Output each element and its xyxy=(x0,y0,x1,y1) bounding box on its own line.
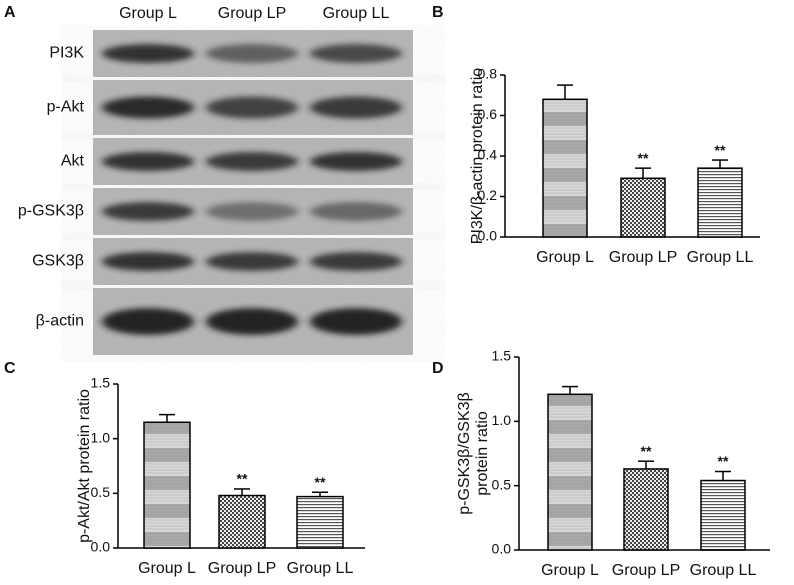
lane-label: Group LL xyxy=(323,5,390,22)
blot-band xyxy=(310,252,402,271)
x-tick-label: Group L xyxy=(536,249,594,266)
y-tick-label: 1.5 xyxy=(91,375,111,391)
y-tick-label: 0.5 xyxy=(91,484,111,500)
bar xyxy=(620,177,666,238)
y-axis-label: p-GSK3β/GSK3β xyxy=(456,392,473,514)
western-blot xyxy=(93,30,413,355)
bar xyxy=(542,98,588,238)
bar xyxy=(623,468,669,551)
blot-band xyxy=(310,96,402,119)
blot-band xyxy=(102,44,194,63)
bar xyxy=(143,421,191,549)
blot-band xyxy=(206,252,298,271)
x-tick-label: Group LL xyxy=(690,562,757,579)
x-tick-label: Group LP xyxy=(609,249,677,266)
y-tick-label: 0.0 xyxy=(478,228,498,244)
y-tick-label: 0.6 xyxy=(478,106,498,122)
panel-label: C xyxy=(4,360,16,377)
y-tick-label: 0.4 xyxy=(478,147,498,163)
blot-band xyxy=(206,96,298,119)
bar xyxy=(296,495,344,549)
significance-label: ** xyxy=(718,453,729,469)
significance-label: ** xyxy=(638,150,649,166)
row-label: p-GSK3β xyxy=(18,203,84,220)
row-label: GSK3β xyxy=(32,253,84,270)
row-label: p-Akt xyxy=(47,99,85,116)
y-tick-label: 1.0 xyxy=(492,412,512,428)
row-label: PI3K xyxy=(49,45,84,62)
y-tick-label: 1.0 xyxy=(91,429,111,445)
x-tick-label: Group LL xyxy=(287,560,354,577)
blot-band xyxy=(206,152,298,171)
blot-band xyxy=(102,252,194,271)
y-tick-label: 0.8 xyxy=(478,66,498,82)
blot-band xyxy=(206,44,298,63)
blot-band xyxy=(206,202,298,221)
bar xyxy=(547,393,593,551)
lane-label: Group LP xyxy=(218,5,286,22)
bar xyxy=(218,494,266,549)
x-tick-label: Group L xyxy=(541,562,599,579)
blot-band xyxy=(310,44,402,63)
significance-label: ** xyxy=(715,142,726,158)
y-tick-label: 0.0 xyxy=(492,541,512,557)
significance-label: ** xyxy=(237,471,248,487)
panel-label: A xyxy=(4,4,16,21)
blot-band xyxy=(310,152,402,171)
y-tick-label: 1.5 xyxy=(492,348,512,364)
significance-label: ** xyxy=(315,474,326,490)
blot-band xyxy=(310,202,402,221)
blot-band xyxy=(102,202,194,221)
blot-band xyxy=(310,308,402,335)
y-tick-label: 0.2 xyxy=(478,187,498,203)
x-tick-label: Group LP xyxy=(208,560,276,577)
row-label: Akt xyxy=(61,153,85,170)
x-tick-label: Group L xyxy=(138,560,196,577)
x-tick-label: Group LL xyxy=(687,249,754,266)
blot-band xyxy=(206,308,298,335)
blot-band xyxy=(102,308,194,335)
row-label: β-actin xyxy=(36,313,84,330)
lane-label: Group L xyxy=(119,5,177,22)
panel-label: B xyxy=(432,4,444,21)
y-axis-label: p-Akt/Akt protein ratio xyxy=(76,389,93,543)
significance-label: ** xyxy=(641,443,652,459)
x-tick-label: Group LP xyxy=(612,562,680,579)
bar xyxy=(700,479,746,551)
y-axis-label: PI3K/β-actin protein ratio xyxy=(469,68,486,245)
blot-band xyxy=(102,96,194,119)
y-tick-label: 0.0 xyxy=(91,539,111,555)
bar xyxy=(697,167,743,238)
blot-band xyxy=(102,152,194,171)
y-tick-label: 0.5 xyxy=(492,476,512,492)
panel-label: D xyxy=(432,360,444,377)
y-axis-label: protein ratio xyxy=(474,411,491,496)
